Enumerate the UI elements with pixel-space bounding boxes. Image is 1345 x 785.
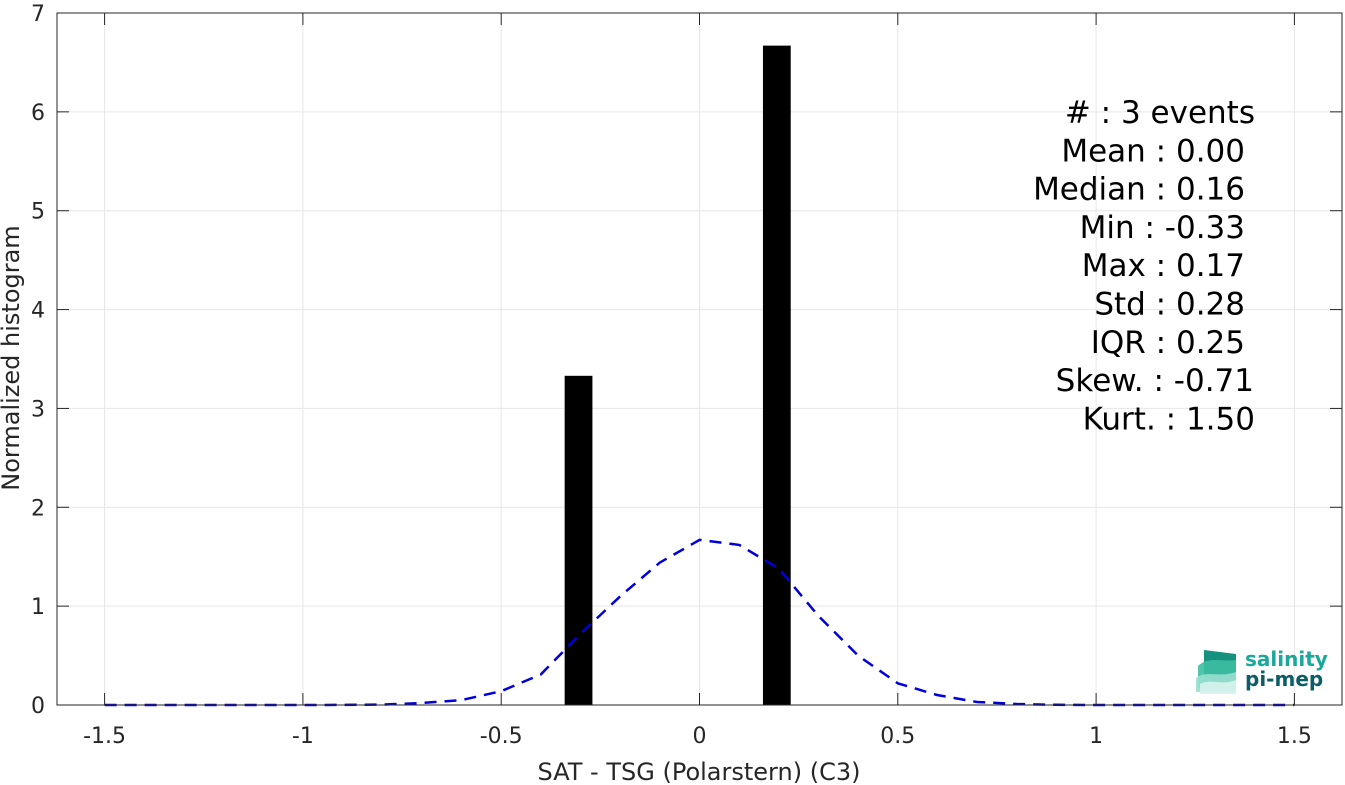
x-tick-label: 1 [1089,724,1103,749]
stat-line: Max : 0.17 [1082,248,1245,284]
y-tick-label: 1 [31,595,45,620]
stat-line: Mean : 0.00 [1061,133,1245,169]
x-tick-label: -1 [292,724,314,749]
stat-line: Median : 0.16 [1033,172,1245,208]
tick-labels: -1.5 -1 -0.5 0 0.5 1 1.5 0 1 2 3 4 5 6 7 [31,2,1312,749]
histogram-bars [564,45,791,705]
histogram-bar [762,45,791,705]
logo-text-salinity: salinity [1245,647,1328,671]
y-tick-label: 3 [31,397,45,422]
x-axis-label: SAT - TSG (Polarstern) (C3) [538,758,861,785]
logo-text-pi-mep: pi-mep [1245,667,1323,691]
y-axis-label: Normalized histogram [0,225,25,490]
x-tick-label: 1.5 [1277,724,1312,749]
y-tick-label: 7 [31,2,45,27]
x-tick-label: 0 [693,724,707,749]
stat-line: Min : -0.33 [1080,210,1245,246]
y-tick-label: 5 [31,200,45,225]
x-tick-label: -0.5 [480,724,523,749]
stat-line: Skew. : -0.71 [1056,363,1254,399]
stat-line: Kurt. : 1.50 [1083,401,1255,437]
x-tick-label: -1.5 [83,724,126,749]
axes-frame [56,12,1343,706]
histogram-bar [564,375,593,705]
y-tick-label: 0 [31,694,45,719]
y-tick-label: 6 [31,101,45,126]
salinity-pi-mep-logo: salinity pi-mep [1196,647,1328,694]
x-tick-label: 0.5 [880,724,915,749]
stat-line: IQR : 0.25 [1091,325,1245,361]
stat-line: Std : 0.28 [1094,287,1245,323]
logo-mark-icon [1196,650,1236,694]
y-tick-label: 2 [31,496,45,521]
y-tick-label: 4 [31,299,45,324]
stat-line: # : 3 events [1065,95,1255,131]
